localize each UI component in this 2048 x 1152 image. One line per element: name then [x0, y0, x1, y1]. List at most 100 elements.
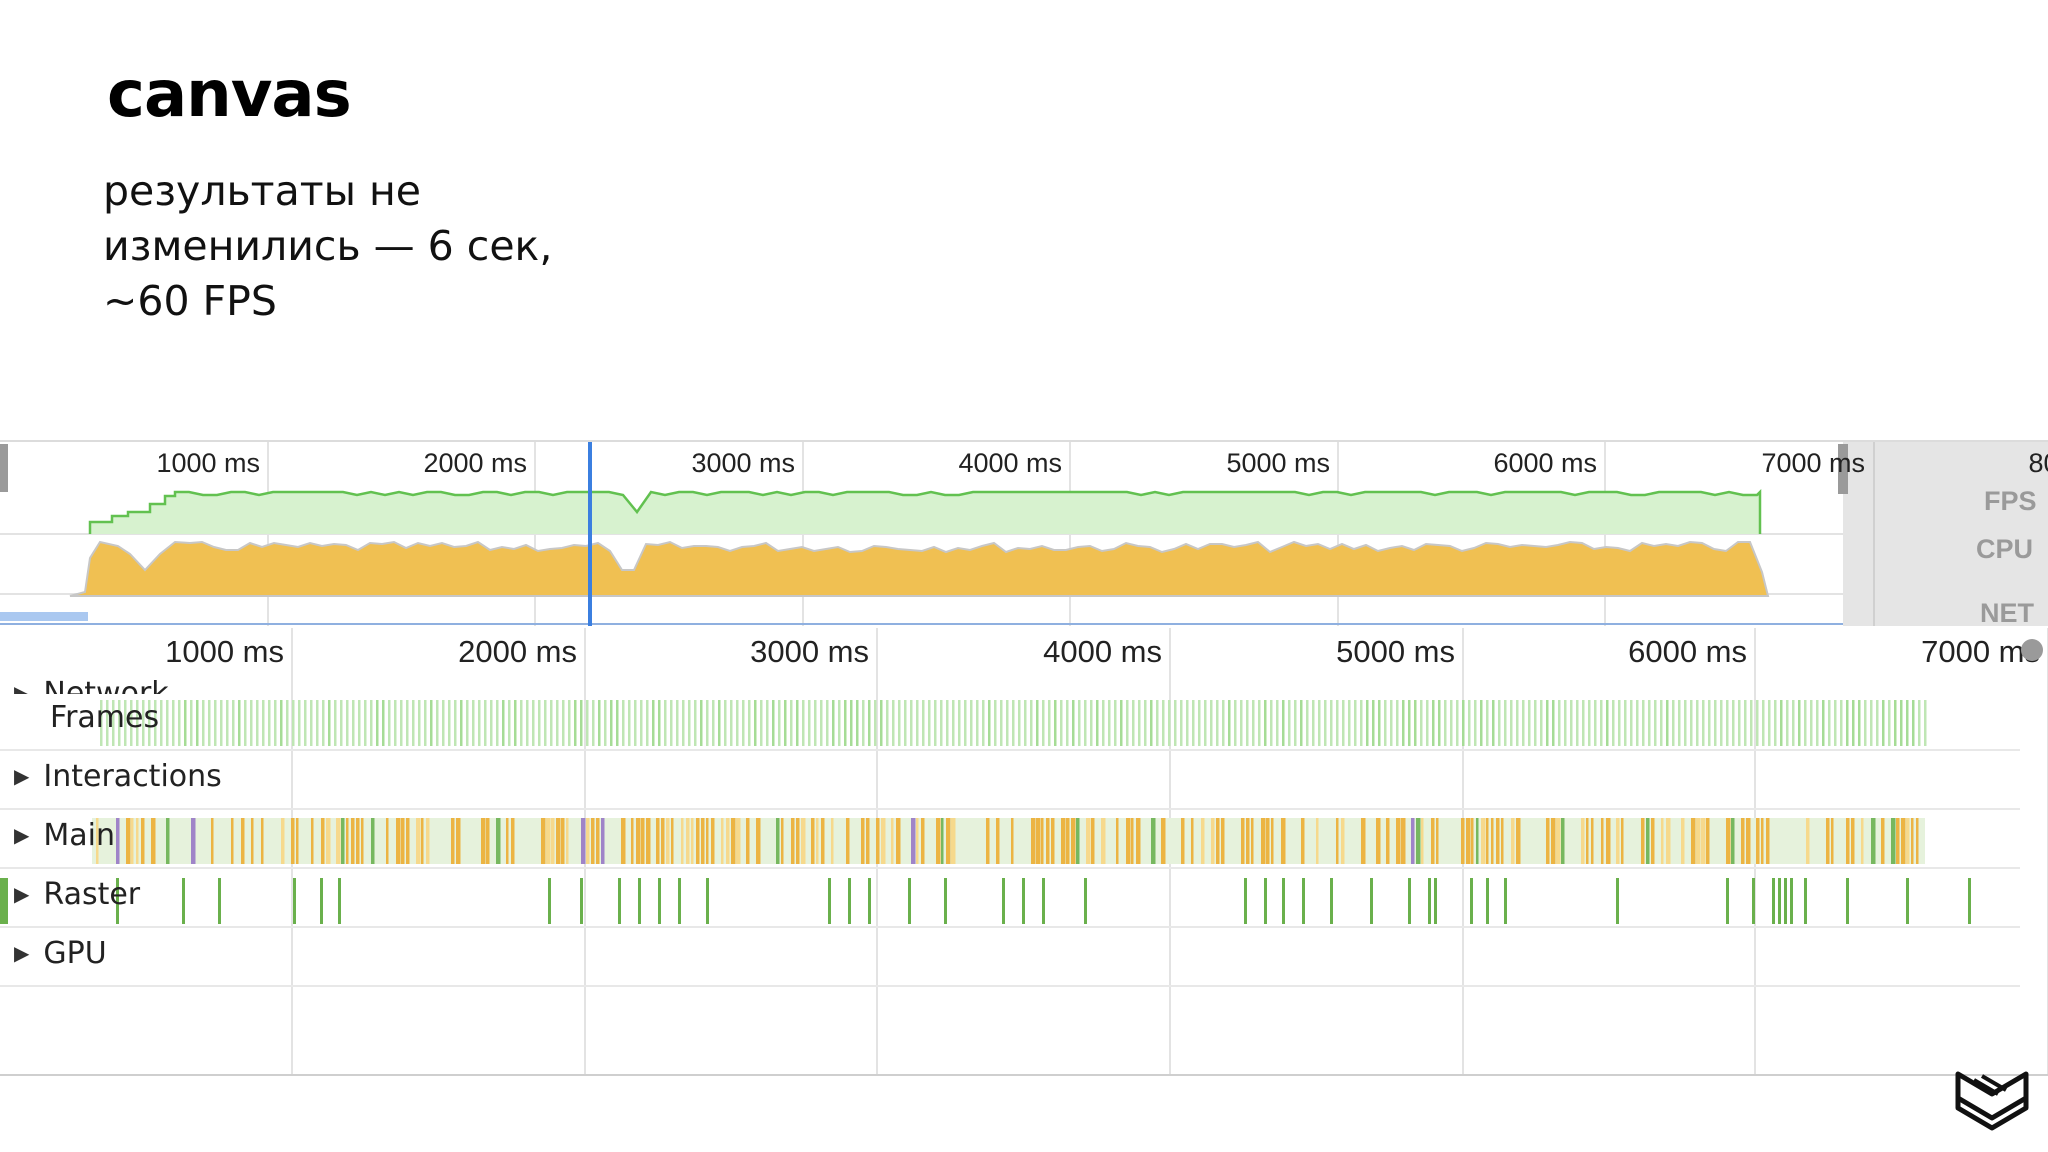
frame-bar: [808, 700, 811, 746]
main-task-bar: [1681, 818, 1685, 864]
main-task-bar: [1266, 818, 1270, 864]
main-task-bar: [281, 818, 285, 864]
expand-arrow-icon[interactable]: ▶: [14, 882, 30, 906]
main-task-bar: [641, 818, 645, 864]
window-left-handle[interactable]: [0, 444, 8, 492]
frame-bar: [994, 700, 997, 746]
frame-bar: [610, 700, 613, 746]
main-task-bar: [1916, 818, 1919, 864]
main-task-bar: [1216, 818, 1220, 864]
frame-bar: [1684, 700, 1687, 746]
frame-bar: [1414, 700, 1417, 746]
frame-bar: [112, 700, 115, 746]
main-task-bar: [671, 818, 674, 864]
frame-bar: [574, 700, 577, 746]
frame-bar: [1876, 700, 1879, 746]
expand-arrow-icon[interactable]: ▶: [14, 941, 30, 965]
frame-bar: [1396, 700, 1399, 746]
main-task-bar: [261, 818, 264, 864]
scroll-thumb[interactable]: [2021, 639, 2043, 661]
slide-subtitle: результаты не изменились — 6 сек, ~60 FP…: [103, 164, 703, 329]
gpu-task-bar: [1968, 878, 1971, 924]
main-task-bar: [211, 818, 214, 864]
track-gpu[interactable]: ▶ GPU: [14, 936, 107, 971]
frame-bar: [1066, 700, 1069, 746]
main-task-bar: [781, 818, 784, 864]
main-task-bar: [1591, 818, 1594, 864]
frame-bar: [202, 700, 205, 746]
frame-bar: [448, 700, 451, 746]
main-task-bar: [1201, 818, 1205, 864]
frame-bar: [790, 700, 793, 746]
expand-arrow-icon[interactable]: ▶: [14, 681, 30, 694]
frame-bar: [1834, 700, 1837, 746]
main-task-bar: [666, 818, 670, 864]
main-task-bar: [326, 818, 331, 864]
frame-bar: [118, 700, 121, 746]
frame-bar: [1210, 700, 1213, 746]
frame-bar: [1120, 700, 1123, 746]
frame-bar: [964, 700, 967, 746]
gpu-task-bar: [0, 878, 8, 924]
track-frames[interactable]: Frames: [50, 700, 160, 735]
frame-bar: [1672, 700, 1675, 746]
main-task-bar: [986, 818, 990, 864]
gpu-task-bar: [1804, 878, 1807, 924]
frame-bar: [1072, 700, 1075, 746]
frame-bar: [430, 700, 433, 746]
main-task-bar: [1336, 818, 1339, 864]
overview-pane[interactable]: 1000 ms 2000 ms 3000 ms 4000 ms 5000 ms 6000 …: [0, 442, 2048, 626]
frame-bar: [982, 700, 985, 746]
track-interactions[interactable]: ▶ Interactions: [14, 759, 222, 794]
window-right-handle[interactable]: [1838, 444, 1848, 494]
ruler-tick-label: 1000 ms: [165, 634, 284, 669]
frame-bar: [1090, 700, 1093, 746]
main-task-bar: [1651, 818, 1655, 864]
frame-bar: [718, 700, 721, 746]
track-network[interactable]: ▶ Network: [14, 676, 169, 694]
main-task-bar: [546, 818, 551, 864]
timeline-flamechart[interactable]: 1000 ms 2000 ms 3000 ms 4000 ms 5000 ms 6000 …: [0, 628, 2048, 1074]
frame-bar: [1762, 700, 1765, 746]
main-task-bar: [1071, 818, 1076, 864]
frame-bar: [508, 700, 511, 746]
frame-bar: [208, 700, 211, 746]
frame-bar: [130, 700, 133, 746]
overview-tick-label: 1000 ms: [156, 448, 260, 478]
track-main[interactable]: ▶ Main: [14, 818, 116, 853]
frame-bar: [1912, 700, 1915, 746]
frame-bar: [490, 700, 493, 746]
frame-bar: [1438, 700, 1441, 746]
main-task-bar: [126, 818, 131, 864]
frame-bar: [280, 700, 283, 746]
frame-bar: [1576, 700, 1579, 746]
frame-bar: [958, 700, 961, 746]
main-task-bar: [876, 818, 880, 864]
main-task-bar: [1251, 818, 1254, 864]
expand-arrow-icon[interactable]: ▶: [14, 823, 30, 847]
gpu-track: [0, 878, 1971, 924]
frame-bar: [772, 700, 775, 746]
frame-bar: [1870, 700, 1873, 746]
frame-bar: [298, 700, 301, 746]
frame-bar: [250, 700, 253, 746]
frame-bar: [1654, 700, 1657, 746]
main-task-bar: [551, 818, 555, 864]
frame-bar: [1084, 700, 1087, 746]
frame-bar: [1828, 700, 1831, 746]
frame-bar: [898, 700, 901, 746]
frame-bar: [1678, 700, 1681, 746]
main-task-bar: [406, 818, 410, 864]
frame-bar: [1636, 700, 1639, 746]
frame-bar: [1546, 700, 1549, 746]
track-raster[interactable]: ▶ Raster: [14, 877, 141, 912]
main-task-bar: [1706, 818, 1710, 864]
frame-bar: [142, 700, 145, 746]
frame-bar: [1102, 700, 1105, 746]
main-task-bar: [1246, 818, 1250, 864]
expand-arrow-icon[interactable]: ▶: [14, 764, 30, 788]
frame-bar: [1144, 700, 1147, 746]
frame-bar: [160, 700, 163, 746]
frame-bar: [1174, 700, 1177, 746]
main-task-bar: [1161, 818, 1166, 864]
